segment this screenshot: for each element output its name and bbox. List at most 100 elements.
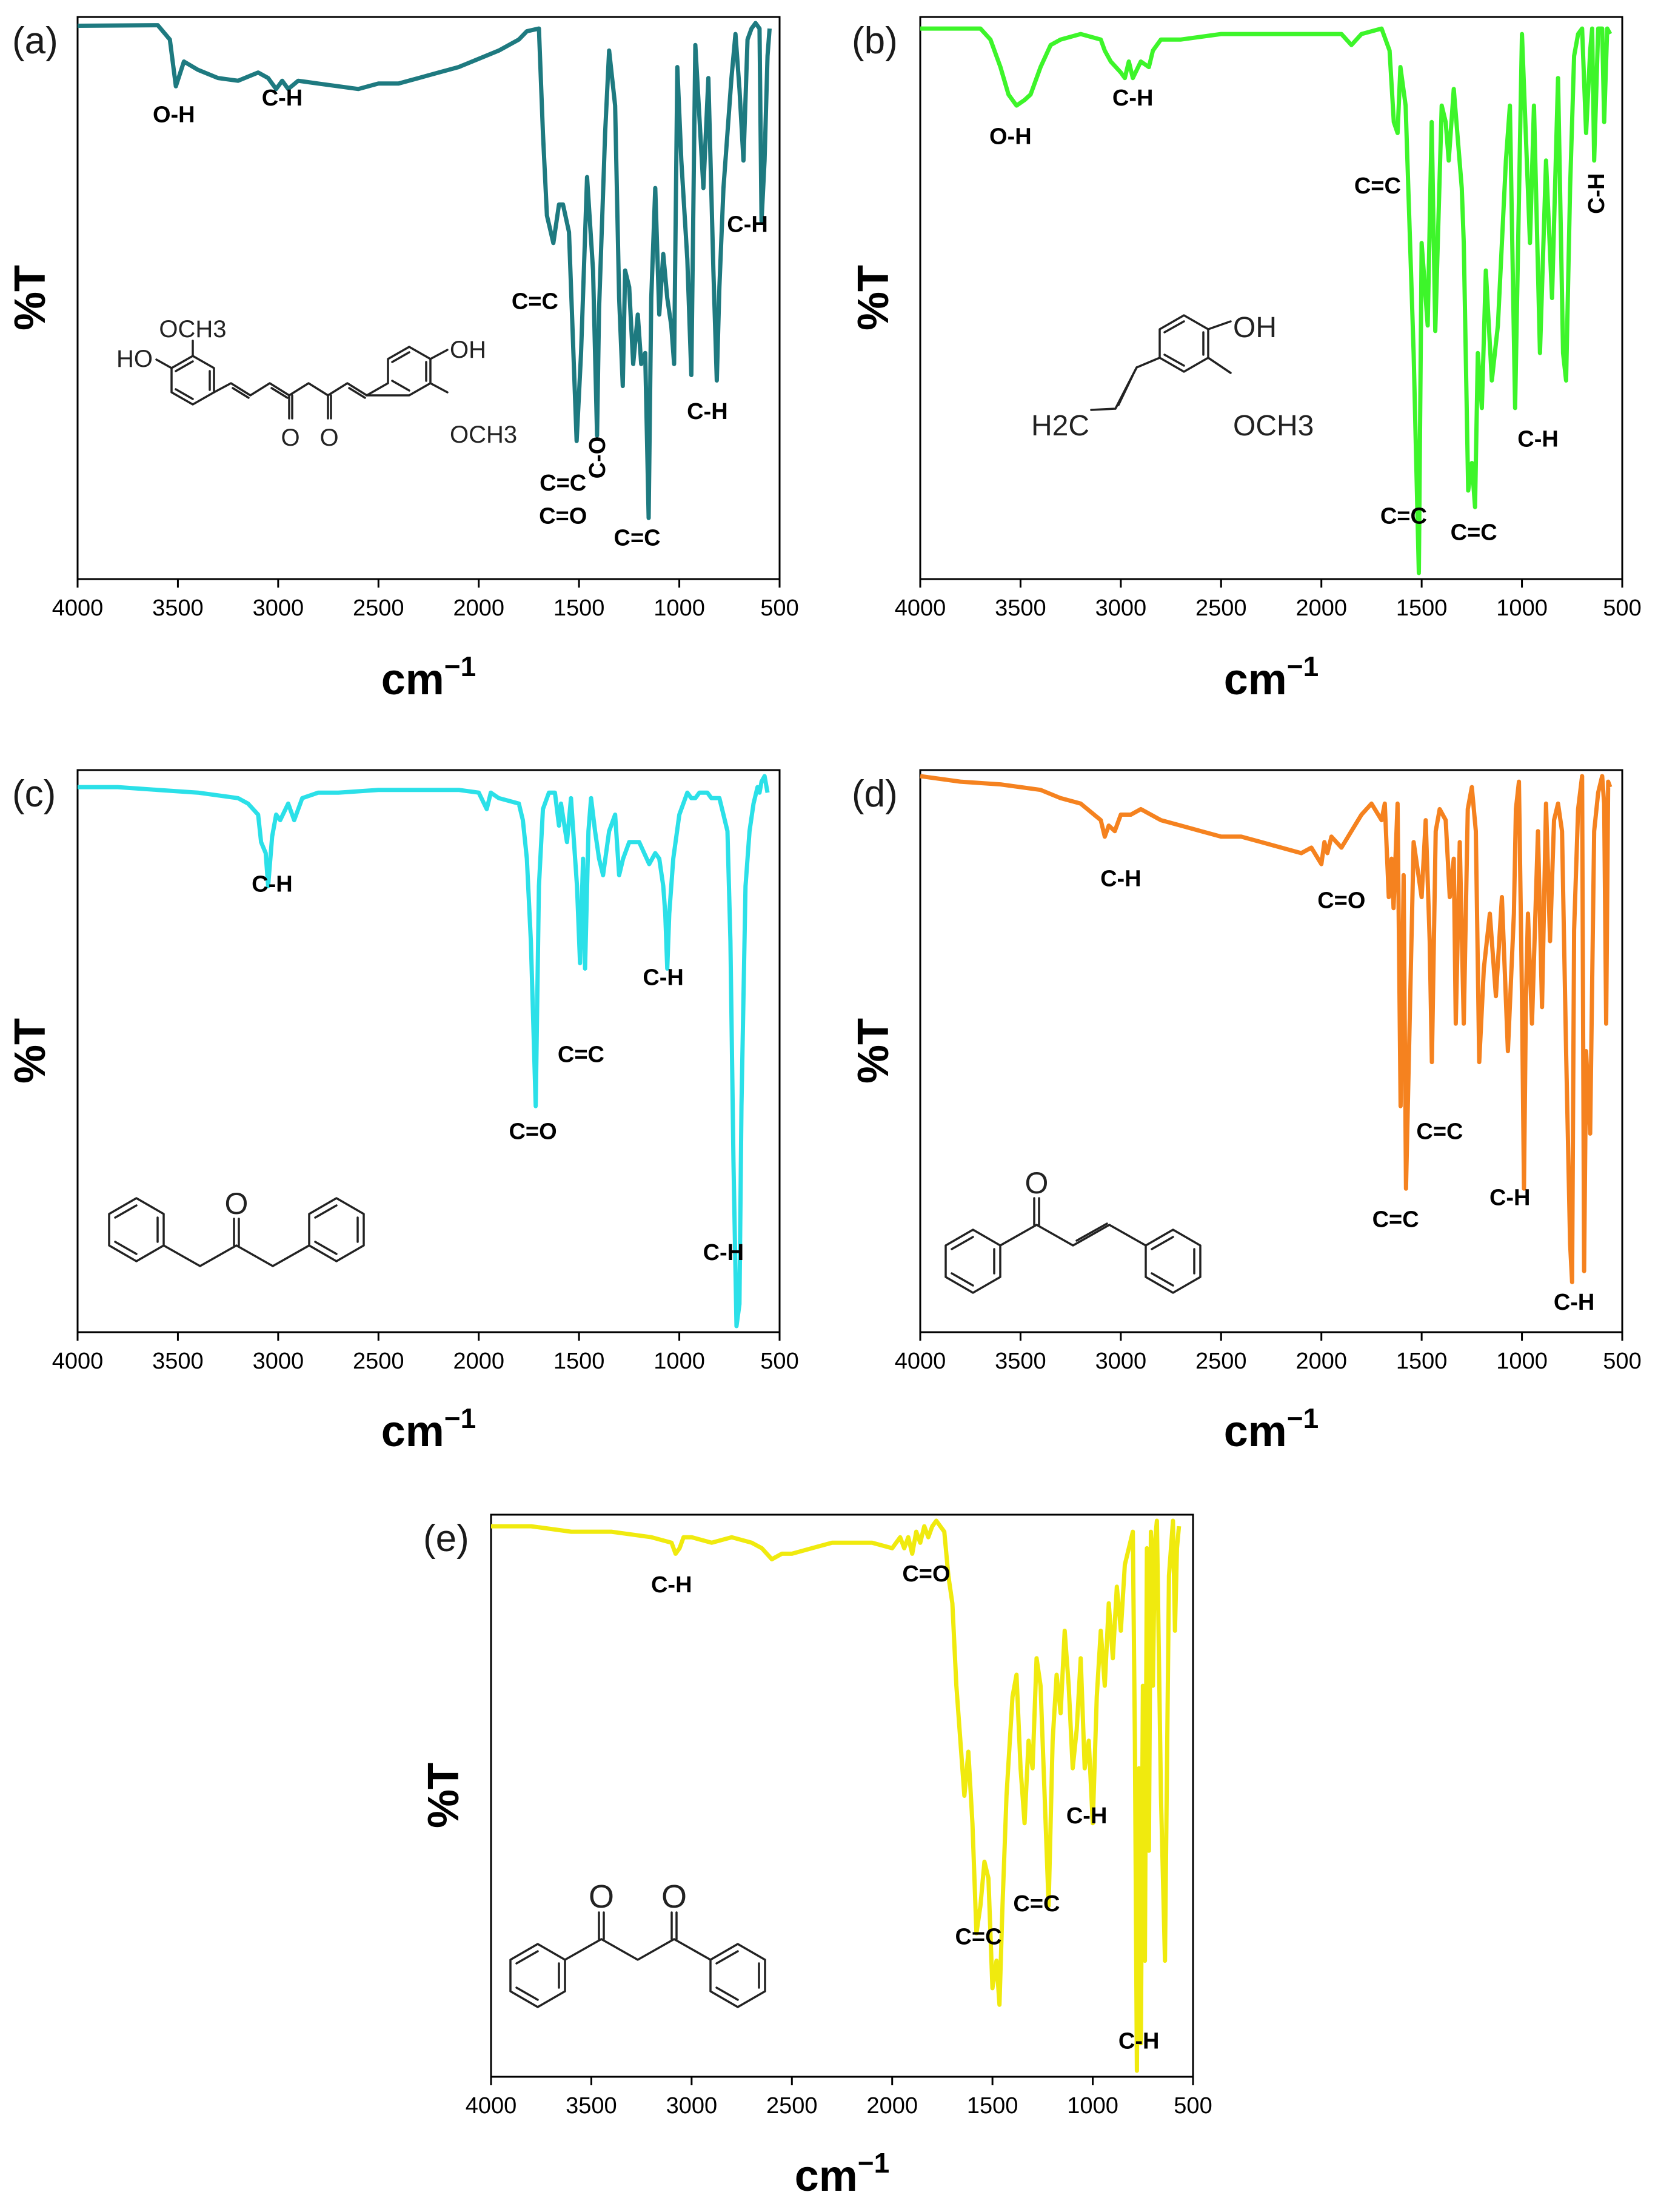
peak-annotations: C-H C=O C=C C=C C-H C-H <box>1100 866 1594 1315</box>
x-tick-label: 1000 <box>1496 595 1548 621</box>
x-tick-label: 4000 <box>895 1349 946 1374</box>
x-tick-labels: 4000 3500 3000 2500 2000 1500 1000 500 <box>52 579 799 621</box>
molecule-label: O <box>319 424 338 451</box>
x-tick-labels: 4000 3500 3000 2500 2000 1500 1000 500 <box>52 1332 799 1374</box>
x-tick-label: 1500 <box>1396 595 1448 621</box>
molecule-structure-eugenol: OH OCH3 H2C <box>1031 312 1314 442</box>
peak-annotation: C=C <box>955 1924 1001 1949</box>
x-tick-label: 1500 <box>553 595 605 621</box>
spectrum-line <box>491 1518 1182 2073</box>
molecule-label: OCH3 <box>159 316 226 343</box>
x-tick-label: 3000 <box>1095 1349 1147 1374</box>
x-axis-label-exponent: −1 <box>1287 651 1319 682</box>
molecule-label: O <box>661 1879 687 1915</box>
x-tick-label: 2000 <box>866 2093 918 2119</box>
molecule-label: OH <box>1233 312 1277 344</box>
x-tick-labels: 4000 3500 3000 2500 2000 1500 1000 500 <box>466 2077 1212 2119</box>
spectrum-line <box>78 774 770 1329</box>
x-axis-label: cm−1 <box>1224 1403 1319 1456</box>
x-tick-label: 4000 <box>895 595 946 621</box>
x-tick-label: 4000 <box>52 1349 104 1374</box>
x-tick-label: 1000 <box>654 595 705 621</box>
peak-annotation: C-H <box>1118 2029 1160 2054</box>
x-tick-label: 1000 <box>1067 2093 1118 2119</box>
x-tick-label: 2000 <box>453 595 504 621</box>
y-axis-label: %T <box>849 1018 898 1084</box>
y-axis-label: %T <box>420 1763 468 1828</box>
x-tick-label: 3000 <box>666 2093 718 2119</box>
peak-annotation: C-H <box>687 399 728 424</box>
x-axis-label-base: cm <box>1224 1407 1287 1456</box>
peak-annotation: C=C <box>1013 1891 1060 1917</box>
peak-annotation: C=C <box>614 526 661 551</box>
x-tick-label: 1000 <box>1496 1349 1548 1374</box>
x-tick-label: 3500 <box>566 2093 617 2119</box>
plot-frame <box>919 16 1623 580</box>
peak-annotation: C=O <box>509 1119 557 1145</box>
peak-annotation: O-H <box>153 102 195 127</box>
x-tick-label: 500 <box>1174 2093 1212 2119</box>
molecule-label: O <box>225 1187 249 1221</box>
x-axis-label: cm−1 <box>381 651 476 704</box>
molecule-label: O <box>1025 1166 1049 1200</box>
peak-annotation: C=C <box>558 1042 604 1068</box>
x-tick-label: 500 <box>1603 1349 1641 1374</box>
x-tick-labels: 4000 3500 3000 2500 2000 1500 1000 500 <box>895 1332 1642 1374</box>
molecule-structure-diphenylacetone: O <box>108 1187 365 1267</box>
panel-label: (c) <box>12 773 56 815</box>
panel-a: (a) %T 4000 3500 3000 2500 2000 1500 1000 500 c… <box>6 16 799 704</box>
x-tick-label: 3500 <box>152 1349 204 1374</box>
peak-annotation: C-H <box>651 1572 692 1598</box>
molecule-structure-chalcone: O <box>944 1166 1202 1294</box>
x-tick-labels: 4000 3500 3000 2500 2000 1500 1000 500 <box>895 579 1642 621</box>
x-axis-label-base: cm <box>381 1407 444 1456</box>
x-axis-label-base: cm <box>795 2152 858 2200</box>
y-axis-label: %T <box>6 265 55 330</box>
peak-annotation: C=O <box>539 503 587 529</box>
peak-annotation: C-H <box>1554 1290 1595 1315</box>
peak-annotation: C-H <box>1584 173 1610 214</box>
x-tick-label: 3500 <box>995 1349 1046 1374</box>
panel-label: (b) <box>852 20 898 62</box>
x-tick-label: 2500 <box>353 595 404 621</box>
panel-label: (a) <box>12 20 58 62</box>
peak-annotation: C-H <box>703 1240 744 1265</box>
x-axis-label-exponent: −1 <box>444 1403 476 1434</box>
panel-d: (d) %T 4000 3500 3000 2500 2000 1500 1000 500 c… <box>849 769 1642 1456</box>
peak-annotation: C=O <box>902 1561 950 1587</box>
peak-annotations: C-H C=O C=C C-H C-H <box>252 871 744 1265</box>
x-axis-label-base: cm <box>1224 655 1287 704</box>
peak-annotation: C-H <box>252 871 293 897</box>
molecule-label: O <box>589 1879 614 1915</box>
molecule-structure-dibenzoylmethane: O O <box>509 1879 766 2008</box>
x-tick-label: 4000 <box>52 595 104 621</box>
x-tick-label: 3000 <box>253 595 304 621</box>
x-tick-label: 3500 <box>152 595 204 621</box>
peak-annotation: C-H <box>1517 426 1559 452</box>
peak-annotation: C-H <box>1489 1185 1531 1210</box>
plot-frame <box>919 769 1623 1333</box>
plot-frame <box>76 769 781 1333</box>
x-tick-label: 3000 <box>1095 595 1147 621</box>
peak-annotation: C-H <box>727 212 768 238</box>
x-axis-label: cm−1 <box>381 1403 476 1456</box>
molecule-label: HO <box>116 346 153 372</box>
x-tick-label: 2500 <box>1195 595 1247 621</box>
x-tick-label: 2500 <box>353 1349 404 1374</box>
peak-annotation: C-H <box>1066 1803 1108 1829</box>
panel-b: (b) %T 4000 3500 3000 2500 2000 1500 1000 500 c… <box>849 16 1642 704</box>
x-tick-label: 1500 <box>967 2093 1018 2119</box>
x-tick-label: 3000 <box>253 1349 304 1374</box>
peak-annotation: C=C <box>1451 520 1497 546</box>
spectrum-line <box>920 26 1613 575</box>
molecule-label: OH <box>450 337 486 363</box>
x-tick-label: 2500 <box>1195 1349 1247 1374</box>
x-tick-label: 1000 <box>654 1349 705 1374</box>
x-tick-label: 500 <box>1603 595 1641 621</box>
peak-annotation: O-H <box>989 124 1032 150</box>
peak-annotation: C=C <box>512 289 558 315</box>
x-tick-label: 4000 <box>466 2093 517 2119</box>
peak-annotation: C=C <box>1354 173 1401 199</box>
peak-annotations: O-HC-HC=CC=CC=OC-OC=CC-HC-H <box>153 85 768 551</box>
